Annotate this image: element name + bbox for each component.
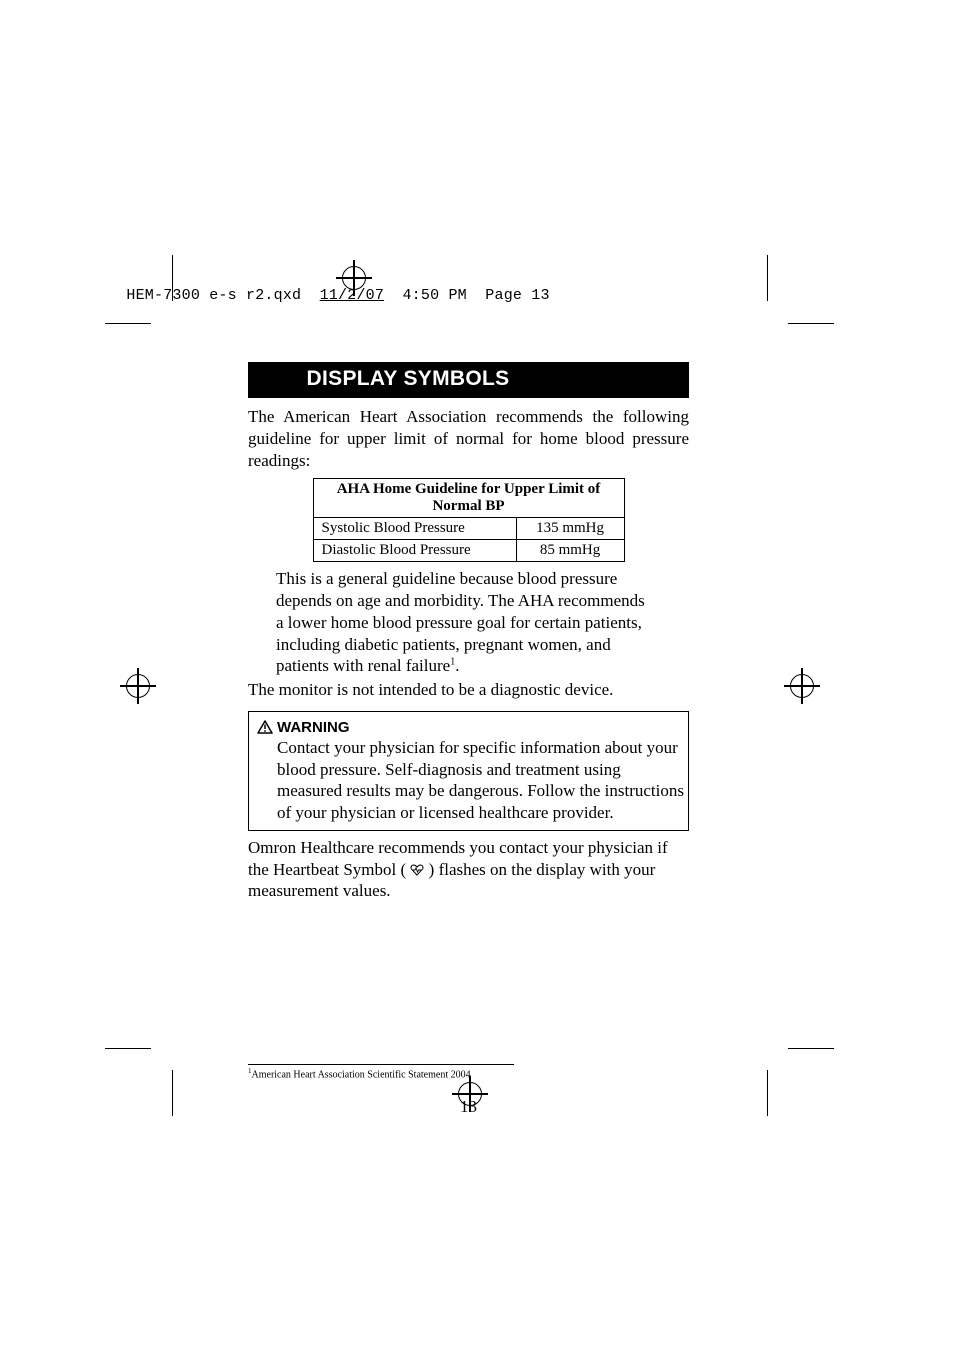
intro-paragraph: The American Heart Association recommend…	[248, 406, 689, 471]
crop-mark	[788, 323, 834, 324]
heartbeat-icon	[410, 860, 424, 872]
crop-mark	[172, 1070, 173, 1116]
note-post: .	[455, 656, 459, 675]
table-cell-value: 85 mmHg	[516, 540, 624, 562]
crop-mark	[105, 323, 151, 324]
crop-mark	[105, 1048, 151, 1049]
table-row: Systolic Blood Pressure 135 mmHg	[313, 518, 624, 540]
guideline-note: This is a general guideline because bloo…	[248, 568, 689, 677]
registration-mark	[790, 674, 814, 698]
warning-triangle-icon	[257, 720, 273, 734]
slug-time: 4:50 PM	[402, 287, 466, 304]
content-column: DISPLAY SYMBOLS The American Heart Assoc…	[248, 362, 689, 1117]
page-number: 13	[248, 1097, 689, 1117]
registration-mark	[126, 674, 150, 698]
warning-body: Contact your physician for specific info…	[257, 737, 684, 824]
aha-guideline-table: AHA Home Guideline for Upper Limit of No…	[313, 478, 625, 562]
table-cell-label: Diastolic Blood Pressure	[313, 540, 516, 562]
section-title-bar: DISPLAY SYMBOLS	[248, 362, 689, 398]
table-row: Diastolic Blood Pressure 85 mmHg	[313, 540, 624, 562]
not-diagnostic-line: The monitor is not intended to be a diag…	[248, 679, 689, 701]
slug-file: HEM-7300 e-s r2.qxd	[126, 287, 301, 304]
footnote-text: American Heart Association Scientific St…	[252, 1070, 471, 1081]
footnote: 1American Heart Association Scientific S…	[248, 1067, 689, 1080]
table-cell-label: Systolic Blood Pressure	[313, 518, 516, 540]
warning-box: WARNING Contact your physician for speci…	[248, 711, 689, 831]
heartbeat-recommendation: Omron Healthcare recommends you contact …	[248, 837, 689, 902]
table-cell-value: 135 mmHg	[516, 518, 624, 540]
slug-page: Page 13	[485, 287, 549, 304]
slug-date: 11/2/07	[320, 287, 384, 304]
print-slug: HEM-7300 e-s r2.qxd 11/2/07 4:50 PM Page…	[108, 270, 550, 304]
page-root: { "slug": { "file": "HEM-7300 e-s r2.qxd…	[0, 0, 954, 1351]
footnote-rule	[248, 1064, 514, 1065]
note-pre: This is a general guideline because bloo…	[276, 569, 645, 675]
section-title: DISPLAY SYMBOLS	[272, 367, 544, 391]
crop-mark	[767, 255, 768, 301]
warning-label: WARNING	[277, 718, 350, 737]
warning-heading: WARNING	[257, 718, 684, 737]
crop-mark	[788, 1048, 834, 1049]
crop-mark	[767, 1070, 768, 1116]
table-header: AHA Home Guideline for Upper Limit of No…	[313, 479, 624, 518]
